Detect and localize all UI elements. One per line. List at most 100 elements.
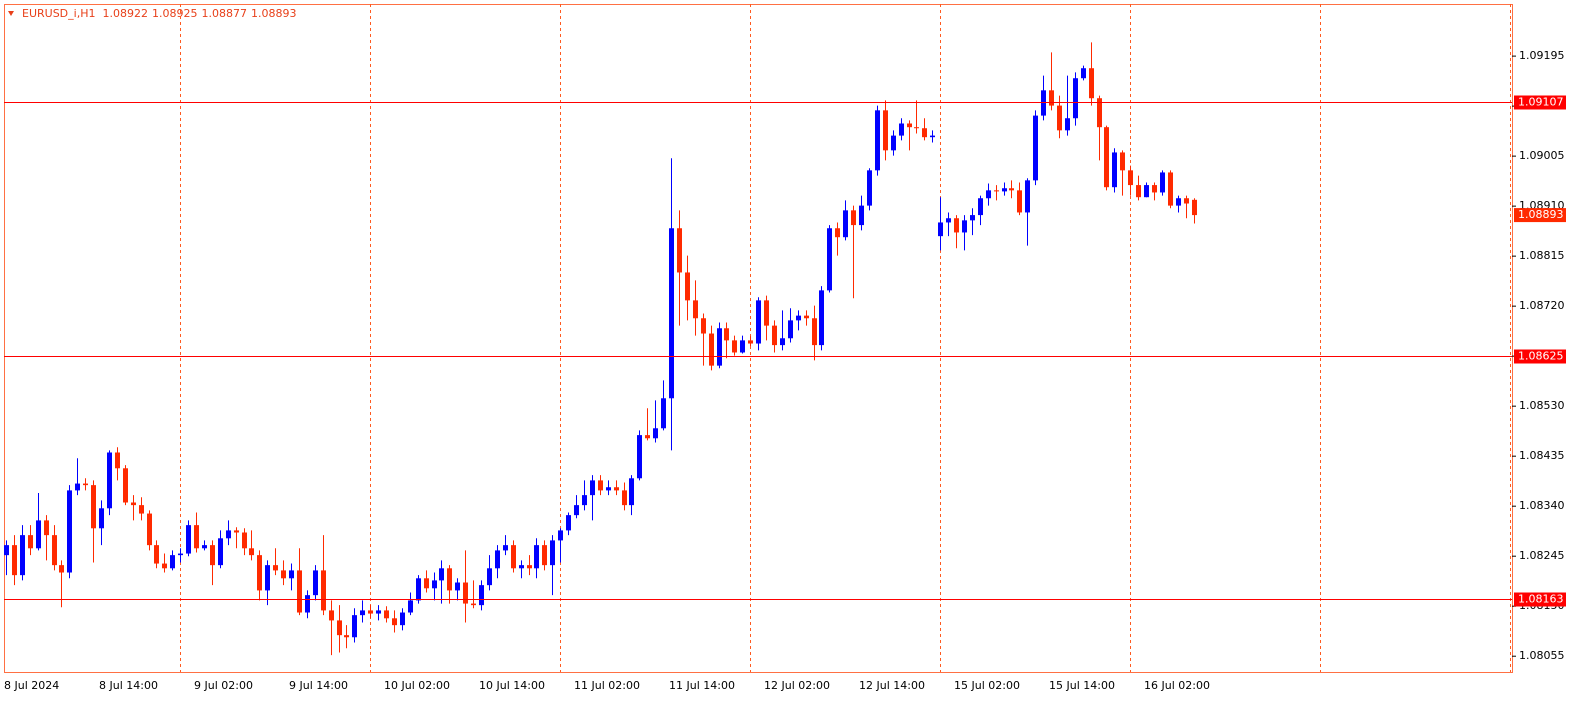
candle-body xyxy=(1152,185,1157,193)
candle-body xyxy=(439,568,444,581)
current-price-label: 1.08893 xyxy=(1518,208,1564,221)
candle-body xyxy=(1120,152,1125,171)
candle-body xyxy=(946,218,951,223)
candle-body xyxy=(819,290,824,346)
candle-body xyxy=(574,505,579,516)
candle-body xyxy=(416,578,421,601)
candle-body xyxy=(131,502,136,506)
candle-body xyxy=(218,538,223,566)
candle-body xyxy=(139,505,144,514)
candle-body xyxy=(875,110,880,171)
candle-body xyxy=(1112,152,1117,188)
price-label-bg xyxy=(1514,208,1566,223)
candle-body xyxy=(289,570,294,579)
candle-body xyxy=(162,563,167,569)
candle-body xyxy=(352,615,357,638)
candle-body xyxy=(1104,127,1109,188)
symbol: EURUSD_i,H1 xyxy=(22,7,95,20)
candle-body xyxy=(1009,188,1014,191)
candle-body xyxy=(914,127,919,129)
candle-body xyxy=(899,123,904,136)
candle-body xyxy=(598,480,603,491)
candle-body xyxy=(891,135,896,151)
candle-body xyxy=(479,585,484,606)
collapse-arrow[interactable] xyxy=(8,11,14,16)
candle-body xyxy=(36,520,41,549)
candle-body xyxy=(432,580,437,589)
candle-body xyxy=(938,222,943,237)
candle-body xyxy=(376,610,381,614)
candle-body xyxy=(590,480,595,496)
candle-body xyxy=(907,123,912,128)
candle-body xyxy=(1017,190,1022,213)
candle-body xyxy=(527,565,532,569)
candle-body xyxy=(503,545,508,551)
candle-body xyxy=(75,483,80,491)
candle-body xyxy=(677,228,682,273)
candle-body xyxy=(614,487,619,491)
x-tick-label: 16 Jul 02:00 xyxy=(1144,679,1210,692)
candle-body xyxy=(4,545,9,556)
x-tick-label: 9 Jul 02:00 xyxy=(194,679,253,692)
candle-body xyxy=(297,570,302,613)
y-tick-label: 1.08245 xyxy=(1519,549,1565,562)
plot-frame xyxy=(4,4,1513,673)
candle-body xyxy=(344,635,349,638)
candle-body xyxy=(804,315,809,319)
candle-body xyxy=(637,435,642,479)
candle-body xyxy=(732,340,737,353)
candle-body xyxy=(1065,118,1070,131)
candle-body xyxy=(186,525,191,554)
candle-body xyxy=(843,210,848,238)
candle-body xyxy=(550,540,555,566)
last-close: 1.08893 xyxy=(251,7,297,20)
y-tick-label: 1.08720 xyxy=(1519,299,1565,312)
candle-body xyxy=(447,568,452,591)
y-tick-label: 1.08435 xyxy=(1519,449,1565,462)
level-label: 1.08163 xyxy=(1518,593,1564,606)
y-tick-label: 1.09005 xyxy=(1519,149,1565,162)
candle-body xyxy=(210,545,215,566)
candle-body xyxy=(566,515,571,531)
candle-body xyxy=(693,300,698,319)
candle-body xyxy=(337,620,342,636)
candle-body xyxy=(1144,185,1149,198)
candle-body xyxy=(313,570,318,596)
x-tick-label: 12 Jul 02:00 xyxy=(764,679,830,692)
candle-body xyxy=(653,428,658,439)
candle-body xyxy=(202,545,207,549)
candle-body xyxy=(883,110,888,151)
last-low: 1.08877 xyxy=(201,7,247,20)
candle-body xyxy=(249,548,254,556)
candle-body xyxy=(154,545,159,564)
candle-body xyxy=(234,530,239,533)
candle-body xyxy=(170,555,175,569)
candle-body xyxy=(661,398,666,429)
candle-body xyxy=(115,452,120,469)
candle-body xyxy=(1081,68,1086,79)
candle-body xyxy=(67,490,72,573)
candle-body xyxy=(123,468,128,503)
candle-body xyxy=(1057,105,1062,131)
candle-body xyxy=(463,582,468,604)
candle-body xyxy=(812,318,817,346)
candle-body xyxy=(994,190,999,192)
candle-body xyxy=(827,228,832,291)
candle-body xyxy=(851,210,856,226)
candle-body xyxy=(835,228,840,238)
candle-body xyxy=(962,220,967,233)
candle-body xyxy=(487,568,492,586)
x-tick-label: 8 Jul 14:00 xyxy=(99,679,158,692)
candle-body xyxy=(748,340,753,344)
candle-body xyxy=(859,205,864,226)
candle-body xyxy=(1049,90,1054,106)
candle-body xyxy=(424,578,429,589)
candle-body xyxy=(194,525,199,549)
candle-body xyxy=(265,565,270,591)
x-tick-label: 8 Jul 2024 xyxy=(4,679,59,692)
candle-body xyxy=(685,272,690,301)
candle-body xyxy=(257,555,262,591)
candle-body xyxy=(796,315,801,321)
